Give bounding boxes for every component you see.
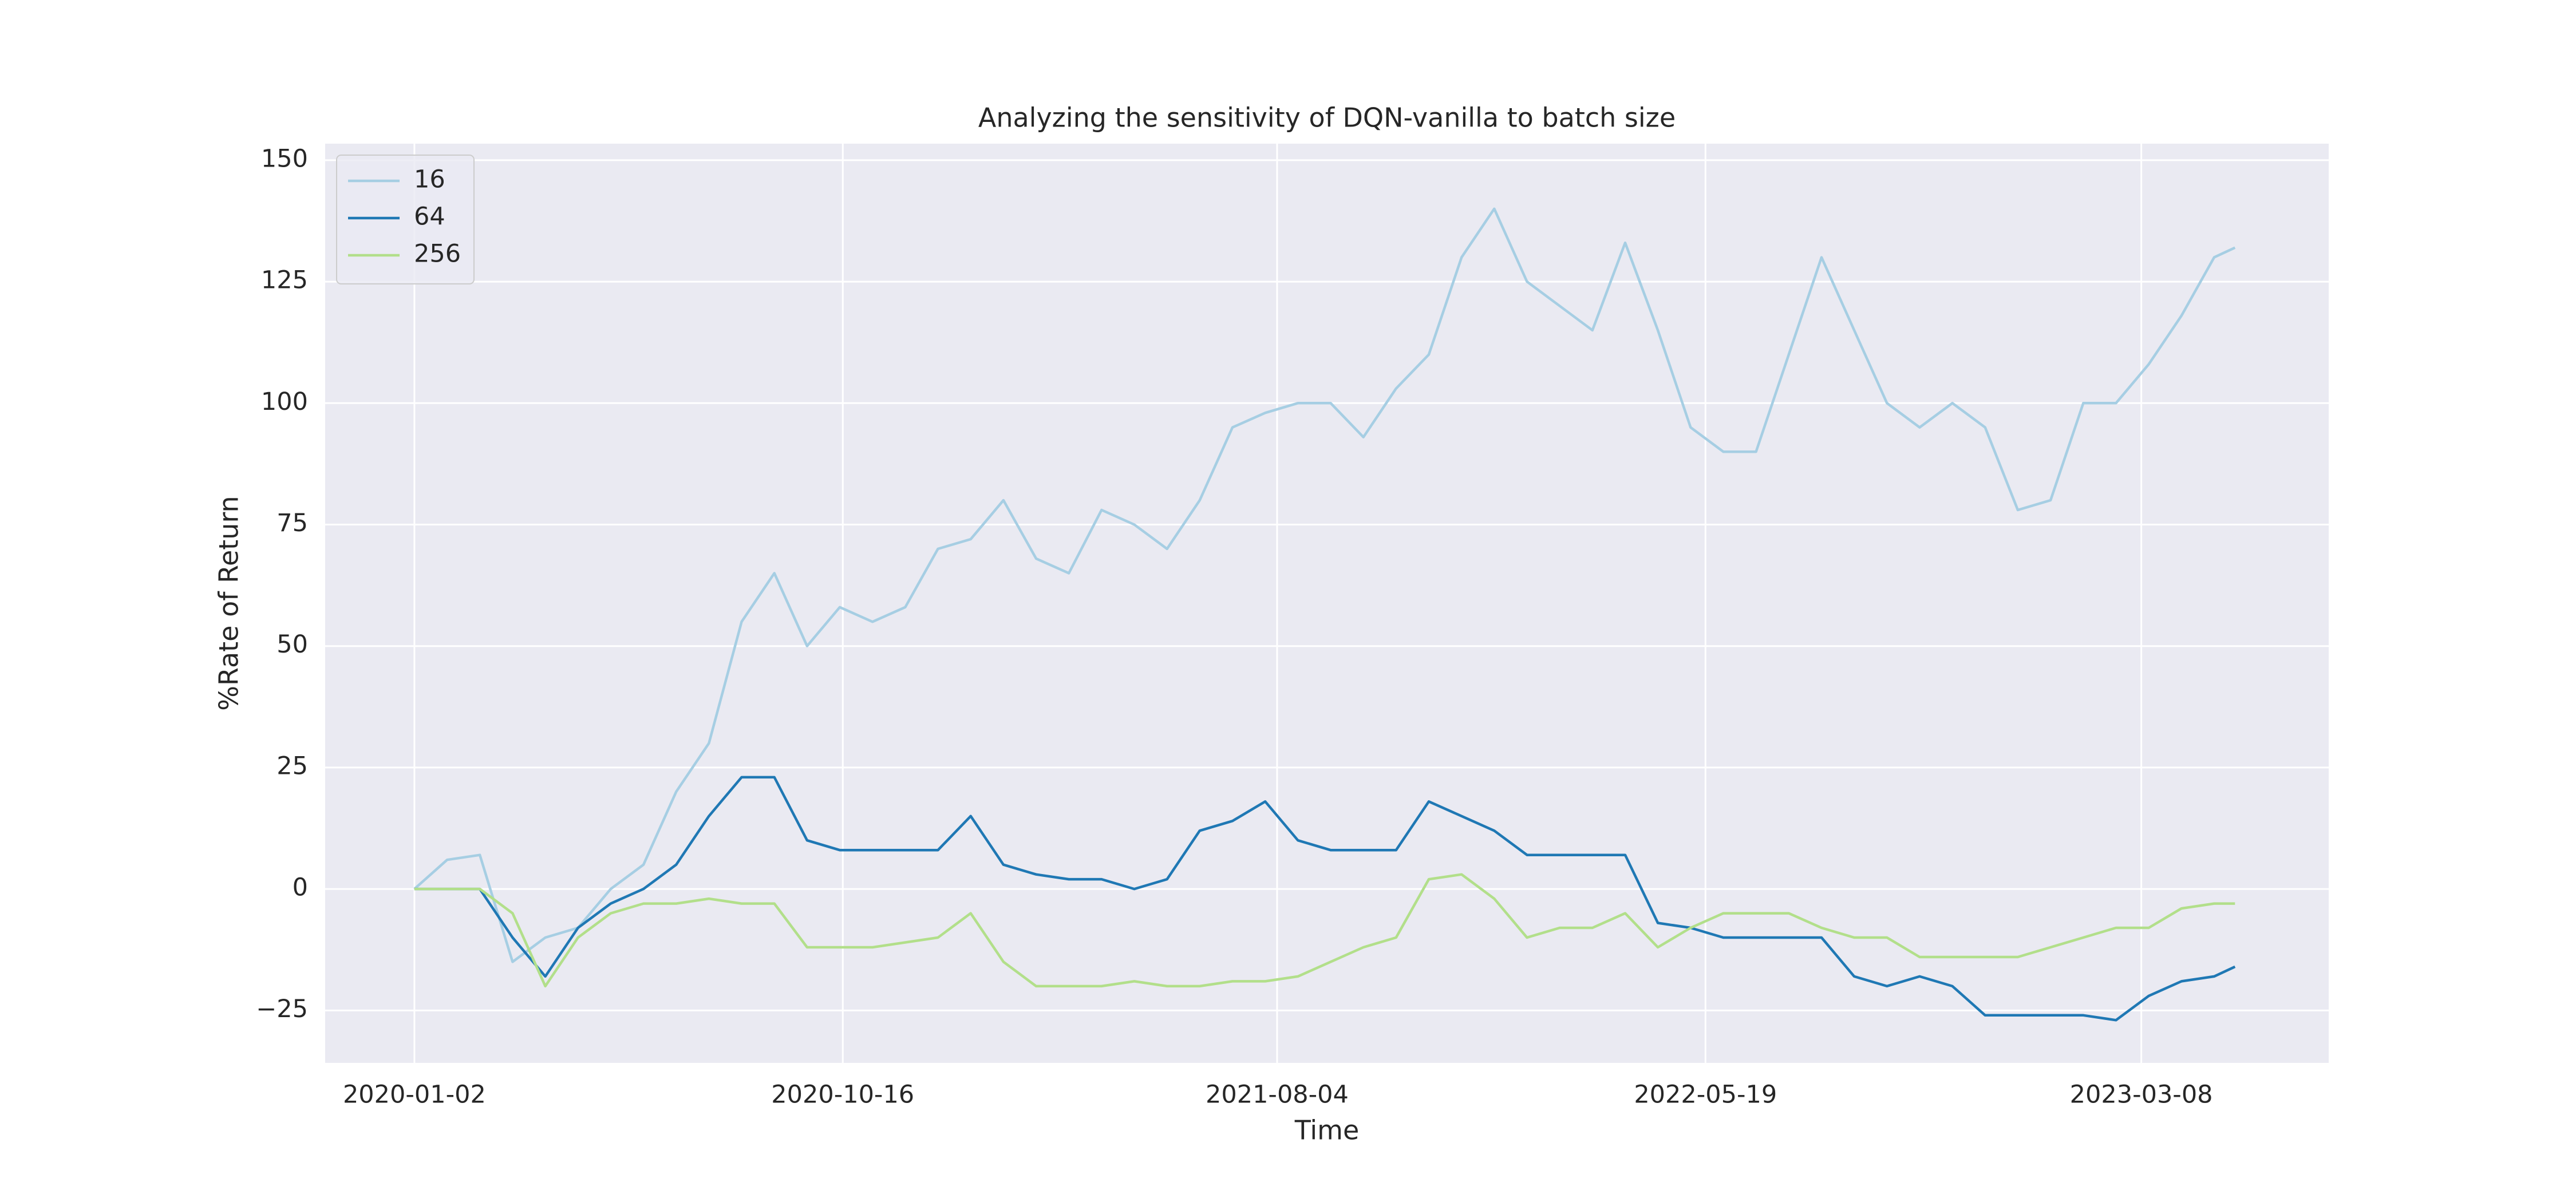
legend-label: 64: [414, 203, 445, 231]
y-tick-label: 100: [261, 388, 308, 416]
x-axis-label: Time: [1294, 1115, 1360, 1146]
series-line: [414, 873, 2235, 988]
y-tick-label: 75: [276, 509, 308, 537]
y-tick-label: −25: [256, 995, 308, 1023]
y-tick-label: 150: [261, 144, 308, 173]
legend-label: 16: [414, 165, 445, 194]
plot-area: [325, 144, 2329, 1063]
legend-box: [336, 155, 475, 284]
y-tick-label: 0: [293, 873, 308, 902]
y-tick-label: 50: [276, 630, 308, 659]
x-tick-label: 2021-08-04: [1206, 1081, 1349, 1109]
y-axis-label: %Rate of Return: [214, 496, 244, 710]
y-tick-label: 125: [261, 266, 308, 295]
legend-label: 256: [414, 240, 461, 268]
chart-title: Analyzing the sensitivity of DQN-vanilla…: [978, 102, 1676, 133]
series-line: [413, 207, 2236, 963]
legend: 16 64 256: [336, 155, 475, 284]
x-tick-label: 2023-03-08: [2070, 1081, 2213, 1109]
x-tick-label: 2020-10-16: [771, 1081, 914, 1109]
x-tick-label: 2022-05-19: [1634, 1081, 1777, 1109]
x-tick-label: 2020-01-02: [343, 1081, 486, 1109]
y-tick-label: 25: [276, 752, 308, 780]
series-line: [414, 776, 2236, 1022]
